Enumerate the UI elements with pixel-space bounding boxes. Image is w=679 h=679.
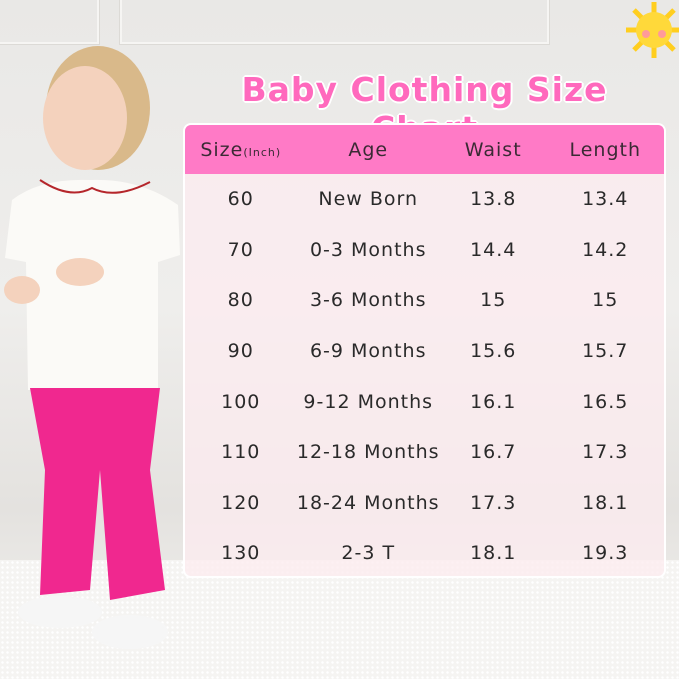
header-age: Age <box>348 138 389 161</box>
cell-length: 15.7 <box>582 340 629 363</box>
cell-length: 16.5 <box>582 390 629 413</box>
cell-size: 80 <box>227 289 254 312</box>
wall-panel <box>0 0 99 44</box>
table-row: 90 6-9 Months 15.6 15.7 <box>185 326 664 377</box>
header-size-unit: (Inch) <box>243 145 282 159</box>
cell-age: 2-3 T <box>341 542 396 565</box>
cell-size: 110 <box>221 441 261 464</box>
cell-age: 18-24 Months <box>296 491 440 514</box>
cell-length: 19.3 <box>582 542 629 565</box>
cell-size: 70 <box>227 238 254 261</box>
cell-waist: 14.4 <box>470 238 517 261</box>
table-row: 60 New Born 13.8 13.4 <box>185 174 664 225</box>
table-header: Size(Inch) Age Waist Length <box>185 125 664 174</box>
cell-waist: 15.6 <box>470 340 517 363</box>
table-row: 100 9-12 Months 16.1 16.5 <box>185 376 664 427</box>
table-row: 110 12-18 Months 16.7 17.3 <box>185 427 664 478</box>
header-size-label: Size <box>200 138 244 161</box>
table-row: 70 0-3 Months 14.4 14.2 <box>185 225 664 276</box>
header-waist: Waist <box>464 138 522 161</box>
cell-waist: 18.1 <box>470 542 517 565</box>
cell-age: 6-9 Months <box>309 340 427 363</box>
cell-age: 9-12 Months <box>303 390 434 413</box>
wall-panel <box>120 0 549 44</box>
cell-length: 14.2 <box>582 238 629 261</box>
cell-age: 3-6 Months <box>309 289 427 312</box>
cell-length: 13.4 <box>582 188 629 211</box>
table-row: 120 18-24 Months 17.3 18.1 <box>185 478 664 529</box>
cell-size: 90 <box>227 340 254 363</box>
baby-photo <box>4 46 180 649</box>
sun-icon <box>624 0 679 60</box>
cell-age: 0-3 Months <box>309 238 427 261</box>
size-chart-table: Size(Inch) Age Waist Length 60 New Born 13… <box>183 123 666 578</box>
cell-age: 12-18 Months <box>296 441 440 464</box>
cell-waist: 17.3 <box>470 491 517 514</box>
table-row: 80 3-6 Months 15 15 <box>185 275 664 326</box>
cell-size: 130 <box>221 542 261 565</box>
cell-size: 100 <box>221 390 261 413</box>
cell-length: 15 <box>592 289 619 312</box>
cell-length: 18.1 <box>582 491 629 514</box>
cell-waist: 16.1 <box>470 390 517 413</box>
cell-size: 120 <box>221 491 261 514</box>
cell-waist: 13.8 <box>470 188 517 211</box>
cell-length: 17.3 <box>582 441 629 464</box>
cell-age: New Born <box>318 188 419 211</box>
cell-waist: 15 <box>480 289 507 312</box>
header-size: Size(Inch) <box>185 139 297 161</box>
table-row: 130 2-3 T 18.1 19.3 <box>185 528 664 576</box>
header-length: Length <box>569 138 642 161</box>
cell-size: 60 <box>227 188 254 211</box>
cell-waist: 16.7 <box>470 441 517 464</box>
